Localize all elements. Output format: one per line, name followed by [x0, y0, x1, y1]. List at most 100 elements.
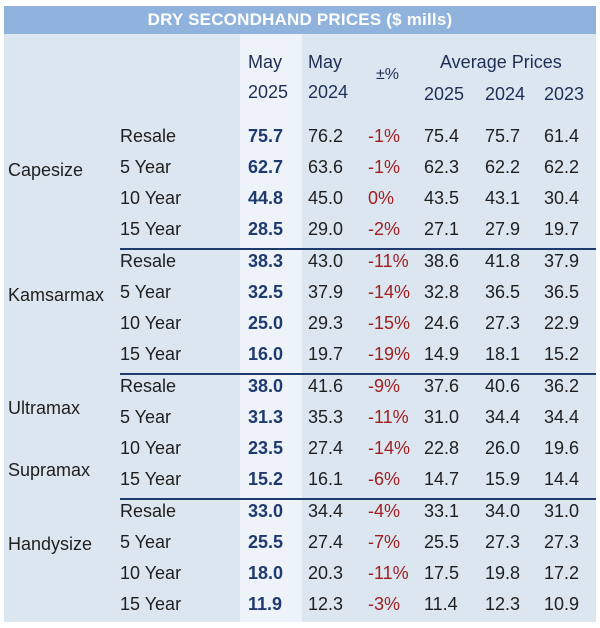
avg-2023-cell: 36.5: [544, 282, 580, 302]
avg-2023-cell: 22.9: [544, 313, 580, 333]
avg-2023-cell: 36.2: [544, 376, 580, 396]
change-pct-cell: -14%: [368, 438, 411, 458]
avg-2024-cell: 40.6: [485, 376, 521, 396]
age-cell: 10 Year: [120, 313, 182, 333]
change-pct-cell: -6%: [368, 469, 401, 489]
avg-2025-cell: 33.1: [424, 501, 460, 521]
avg-2025-cell: 14.7: [424, 469, 460, 489]
change-pct-cell: -19%: [368, 344, 411, 364]
may-2024-cell: 20.3: [308, 563, 344, 583]
may-2025-cell: 31.3: [248, 407, 284, 427]
avg-2025-cell: 17.5: [424, 563, 460, 583]
age-cell: 15 Year: [120, 219, 182, 239]
avg-2025-cell: 75.4: [424, 126, 460, 146]
avg-2024-cell: 26.0: [485, 438, 521, 458]
header-may-2024-year: 2024: [308, 82, 349, 102]
avg-2025-cell: 38.6: [424, 251, 460, 271]
avg-2025-cell: 27.1: [424, 219, 460, 239]
avg-2025-cell: 37.6: [424, 376, 460, 396]
may-2024-cell: 43.0: [308, 251, 344, 271]
group-divider: [120, 373, 596, 375]
vessel-class-label: Supramax: [8, 460, 91, 480]
may-2025-cell: 16.0: [248, 344, 284, 364]
age-cell: 15 Year: [120, 344, 182, 364]
vessel-class-label: Capesize: [8, 160, 84, 180]
header-change-pct: ±%: [376, 66, 400, 83]
change-pct-cell: 0%: [368, 188, 395, 208]
may-2024-cell: 29.0: [308, 219, 344, 239]
avg-2024-cell: 27.3: [485, 532, 521, 552]
may-2025-cell: 44.8: [248, 188, 284, 208]
may-2025-cell: 32.5: [248, 282, 284, 302]
change-pct-cell: -1%: [368, 157, 401, 177]
age-cell: 15 Year: [120, 594, 182, 614]
avg-2025-cell: 11.4: [424, 594, 458, 614]
header-avg-2024: 2024: [485, 84, 526, 104]
change-pct-cell: -7%: [368, 532, 401, 552]
may-2024-cell: 12.3: [308, 594, 344, 614]
avg-2025-cell: 62.3: [424, 157, 460, 177]
secondhand-prices-table: DRY SECONDHAND PRICES ($ mills) May 2025…: [4, 6, 596, 622]
may-2025-cell: 33.0: [248, 501, 284, 521]
may-2024-cell: 35.3: [308, 407, 344, 427]
avg-2025-cell: 22.8: [424, 438, 460, 458]
avg-2024-cell: 34.4: [485, 407, 521, 427]
avg-2024-cell: 12.3: [485, 594, 521, 614]
avg-2023-cell: 10.9: [544, 594, 580, 614]
header-may-2025-year: 2025: [248, 82, 289, 102]
vessel-class-label: Ultramax: [8, 398, 81, 418]
age-cell: 5 Year: [120, 282, 172, 302]
avg-2023-cell: 61.4: [544, 126, 580, 146]
age-cell: 15 Year: [120, 469, 182, 489]
may-2025-cell: 15.2: [248, 469, 284, 489]
avg-2023-cell: 17.2: [544, 563, 580, 583]
may-2025-cell: 38.3: [248, 251, 284, 271]
avg-2025-cell: 32.8: [424, 282, 460, 302]
avg-2025-cell: 25.5: [424, 532, 460, 552]
avg-2025-cell: 24.6: [424, 313, 460, 333]
avg-2024-cell: 18.1: [485, 344, 521, 364]
age-cell: Resale: [120, 251, 177, 271]
vessel-class-label: Handysize: [8, 534, 93, 554]
may-2024-cell: 37.9: [308, 282, 344, 302]
may-2025-cell: 38.0: [248, 376, 284, 396]
may-2025-column-highlight: [240, 34, 302, 622]
avg-2023-cell: 62.2: [544, 157, 580, 177]
avg-2024-cell: 75.7: [485, 126, 521, 146]
avg-2025-cell: 31.0: [424, 407, 460, 427]
avg-2024-cell: 27.9: [485, 219, 521, 239]
age-cell: 10 Year: [120, 438, 182, 458]
avg-2024-cell: 15.9: [485, 469, 521, 489]
avg-2023-cell: 31.0: [544, 501, 580, 521]
may-2025-cell: 18.0: [248, 563, 284, 583]
may-2025-cell: 28.5: [248, 219, 284, 239]
header-may-2025-month: May: [248, 52, 283, 72]
avg-2024-cell: 27.3: [485, 313, 521, 333]
avg-2023-cell: 19.6: [544, 438, 580, 458]
may-2024-cell: 27.4: [308, 438, 344, 458]
change-pct-cell: -11%: [368, 407, 409, 427]
may-2025-cell: 11.9: [248, 594, 283, 614]
may-2025-cell: 25.5: [248, 532, 284, 552]
may-2024-cell: 45.0: [308, 188, 344, 208]
avg-2023-cell: 19.7: [544, 219, 580, 239]
avg-2024-cell: 36.5: [485, 282, 521, 302]
change-pct-cell: -11%: [368, 251, 409, 271]
change-pct-cell: -9%: [368, 376, 401, 396]
may-2024-cell: 29.3: [308, 313, 344, 333]
may-2025-cell: 62.7: [248, 157, 284, 177]
avg-2024-cell: 43.1: [485, 188, 521, 208]
age-cell: 5 Year: [120, 157, 172, 177]
may-2025-cell: 25.0: [248, 313, 284, 333]
avg-2023-cell: 14.4: [544, 469, 580, 489]
avg-2024-cell: 62.2: [485, 157, 521, 177]
avg-2023-cell: 37.9: [544, 251, 580, 271]
may-2024-cell: 19.7: [308, 344, 344, 364]
avg-2024-cell: 34.0: [485, 501, 521, 521]
change-pct-cell: -14%: [368, 282, 411, 302]
header-avg-2023: 2023: [544, 84, 585, 104]
group-divider: [120, 248, 596, 250]
table-title: DRY SECONDHAND PRICES ($ mills): [4, 6, 596, 34]
may-2024-cell: 41.6: [308, 376, 344, 396]
may-2024-cell: 34.4: [308, 501, 344, 521]
